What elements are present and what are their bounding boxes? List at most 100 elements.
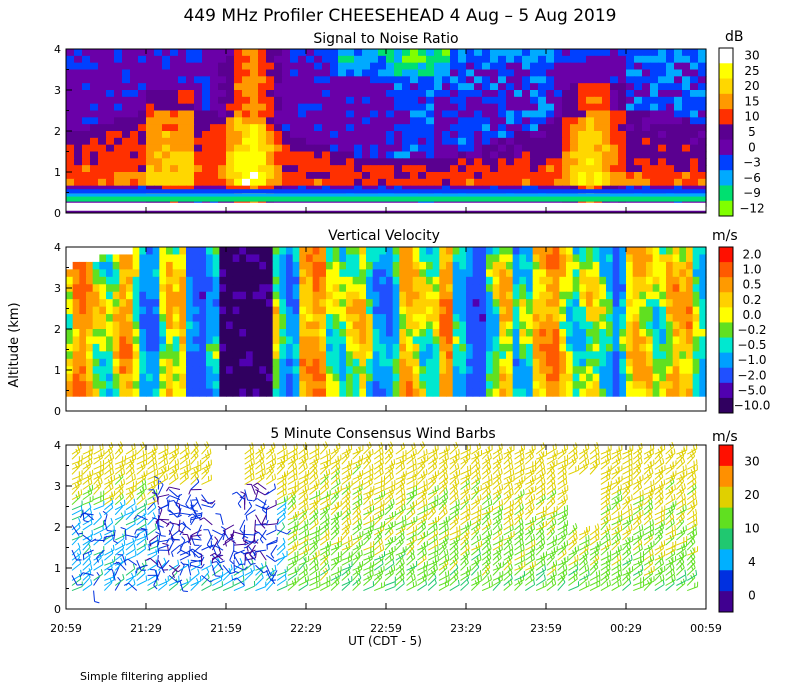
vv-cell <box>619 373 627 382</box>
snr-cell <box>370 76 379 84</box>
vv-cell <box>459 291 467 300</box>
vv-cell <box>259 314 267 323</box>
snr-cell <box>458 62 467 71</box>
snr-cell <box>650 117 659 125</box>
snr-cell <box>506 144 515 153</box>
vv-cell <box>299 336 307 345</box>
vv-cell <box>586 351 594 360</box>
wind-barb <box>201 464 212 470</box>
snr-cell <box>658 151 667 159</box>
vv-cell <box>552 314 560 323</box>
snr-cell <box>530 178 539 187</box>
vv-cell <box>66 373 74 382</box>
vv-cell <box>599 336 607 345</box>
snr-cell <box>554 158 563 166</box>
vv-cell <box>199 381 207 390</box>
snr-cell <box>618 144 627 153</box>
snr-cell <box>122 144 131 153</box>
vv-cell <box>179 388 187 397</box>
vv-cell <box>79 321 87 330</box>
vv-cell <box>279 254 287 263</box>
snr-cell <box>666 110 675 118</box>
wind-barb-flag <box>199 517 205 521</box>
snr-cell <box>538 165 547 173</box>
wind-barb-flag <box>187 548 193 553</box>
vv-cell <box>566 336 574 345</box>
snr-cell <box>322 178 331 187</box>
vv-cell <box>592 336 600 345</box>
vv-cell <box>246 373 254 382</box>
wind-barb <box>236 491 246 500</box>
vv-cell <box>652 261 660 270</box>
vv-cell <box>446 306 454 315</box>
snr-cell <box>514 49 523 57</box>
vv-cell <box>172 388 180 397</box>
snr-cell <box>314 117 323 125</box>
vv-cell <box>132 351 140 360</box>
vv-cell <box>219 291 227 300</box>
wind-barb <box>168 540 175 551</box>
wind-barb <box>82 482 93 490</box>
snr-cell <box>466 178 475 187</box>
snr-cell <box>650 62 659 71</box>
vv-cell <box>486 321 494 330</box>
vv-cell <box>266 321 274 330</box>
wind-barb <box>169 486 181 491</box>
snr-cell <box>682 124 691 132</box>
vv-cell <box>412 373 420 382</box>
vv-cell <box>572 247 580 256</box>
vv-cell <box>166 314 174 323</box>
wind-barb-flag <box>175 504 180 509</box>
snr-cell <box>610 49 619 57</box>
vv-cell <box>259 351 267 360</box>
vv-cell <box>606 336 614 345</box>
snr-cell <box>98 83 107 91</box>
vv-cell <box>659 247 667 256</box>
wind-barb <box>104 457 114 465</box>
vv-cell <box>412 276 420 285</box>
vv-cell <box>672 343 680 352</box>
vv-cell <box>459 321 467 330</box>
snr-cell <box>138 96 147 105</box>
snr-cell <box>434 90 443 98</box>
wind-barb <box>191 529 202 536</box>
vv-cell <box>172 269 180 278</box>
snr-cell <box>274 49 283 57</box>
vv-cell <box>526 388 534 397</box>
vv-cell <box>499 351 507 360</box>
vv-cell <box>292 306 300 315</box>
snr-cell <box>266 110 275 118</box>
wind-barb-flag <box>243 566 248 571</box>
vv-cell <box>459 299 467 308</box>
vv-cell <box>299 254 307 263</box>
vv-cell <box>359 381 367 390</box>
snr-cell <box>74 110 83 118</box>
snr-cell <box>378 144 387 153</box>
vv-cell <box>532 291 540 300</box>
snr-cell <box>642 172 651 180</box>
snr-cell <box>298 131 307 139</box>
snr-cell <box>418 137 427 146</box>
vv-cell <box>512 336 520 345</box>
snr-cell <box>282 55 291 64</box>
vv-cell <box>226 254 234 263</box>
wind-barb <box>136 564 148 569</box>
wind-barb <box>244 533 256 536</box>
snr-cell <box>418 62 427 71</box>
snr-cell <box>306 158 315 166</box>
snr-cell <box>258 90 267 98</box>
wind-barb <box>71 553 82 561</box>
snr-cell <box>330 55 339 64</box>
wind-barb-flag <box>145 524 147 530</box>
vv-cell <box>366 329 374 338</box>
vv-cell <box>379 269 387 278</box>
wind-barb-flag <box>264 469 266 475</box>
vv-cell <box>486 261 494 270</box>
vv-cell <box>559 254 567 263</box>
vv-cell <box>546 299 554 308</box>
vv-cell <box>292 358 300 367</box>
vv-cell <box>99 358 107 367</box>
vv-cell <box>639 247 647 256</box>
vv-cell <box>539 284 547 293</box>
vv-cell <box>292 254 300 263</box>
